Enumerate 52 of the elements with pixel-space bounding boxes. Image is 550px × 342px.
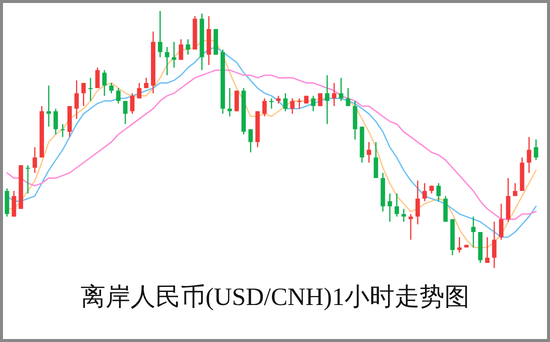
candlestick [12,190,16,218]
candlestick [526,136,532,174]
candlestick [46,84,51,128]
candlestick [332,82,336,107]
candlestick [457,236,462,254]
candlestick [130,92,134,114]
candlestick [492,221,496,269]
candlestick [422,182,427,202]
candlestick [248,128,253,153]
candlestick [297,98,302,110]
candlestick [338,77,344,102]
candlestick [374,141,378,179]
candlestick [60,123,65,138]
candlestick [394,192,399,218]
candlestick [512,182,518,197]
candlestick [443,195,448,222]
candlestick [499,203,504,240]
candlestick [408,213,413,240]
candlestick [178,38,184,60]
candlestick [402,208,406,222]
candlestick [262,98,267,117]
candlestick [74,80,79,120]
candlestick [158,10,162,58]
candlestick [4,188,10,218]
candlestick [123,100,128,125]
candlestick [26,164,30,194]
candlestick [81,82,86,107]
text: 离岸人民币(USD/CNH)1小时走势图 [80,283,470,311]
candlestick [485,236,490,264]
candlestick [318,92,322,107]
candlestick [137,82,142,99]
candlestick [436,182,441,202]
candlestick [506,177,510,222]
candlestick [95,66,100,89]
candlestick [32,146,38,174]
candlestick [116,88,121,104]
candlestick [228,88,232,117]
candlestick [415,180,420,225]
candlestick [283,92,288,112]
candlestick [164,46,170,76]
candlestick [471,216,476,248]
candlestick [388,192,392,222]
candlestick [109,82,114,94]
candlestick [346,88,350,107]
candlestick [290,98,295,114]
candlestick [234,90,239,112]
candlestick [54,108,58,135]
candlestick [534,138,538,161]
candlestick [324,74,330,125]
candlestick [311,95,316,112]
candlestick [102,70,107,96]
candlestick [352,100,358,140]
